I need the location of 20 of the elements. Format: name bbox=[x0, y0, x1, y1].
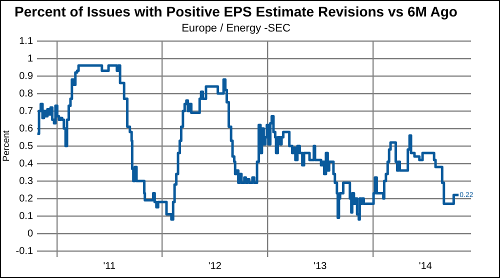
y-tick-label: 1 bbox=[27, 53, 34, 64]
y-tick-label: 0.4 bbox=[19, 158, 34, 170]
y-tick-label: 0.7 bbox=[19, 106, 34, 117]
y-axis-title: Percent bbox=[0, 130, 11, 162]
chart-subtitle: Europe / Energy -SEC bbox=[182, 22, 290, 34]
x-tick-label: '14 bbox=[418, 260, 432, 272]
y-tick-label: 0.3 bbox=[19, 176, 34, 187]
y-tick-label: 0.1 bbox=[19, 210, 34, 222]
x-tick-label: '12 bbox=[208, 260, 222, 272]
y-tick-label: 0.8 bbox=[19, 88, 34, 100]
y-tick-label: 0.5 bbox=[19, 140, 34, 152]
y-tick-label: -0.1 bbox=[16, 246, 34, 257]
x-tick-label: '11 bbox=[103, 260, 116, 272]
y-tick-label: 1.1 bbox=[19, 36, 34, 47]
y-tick-label: 0.2 bbox=[19, 193, 34, 204]
y-tick-label: 0.6 bbox=[19, 123, 34, 134]
x-tick-label: '13 bbox=[314, 260, 328, 272]
chart-title: Percent of Issues with Positive EPS Estimate Revisions vs 6M Ago bbox=[14, 3, 458, 20]
y-tick-label: 0 bbox=[27, 228, 34, 240]
y-tick-label: 0.9 bbox=[19, 70, 34, 82]
